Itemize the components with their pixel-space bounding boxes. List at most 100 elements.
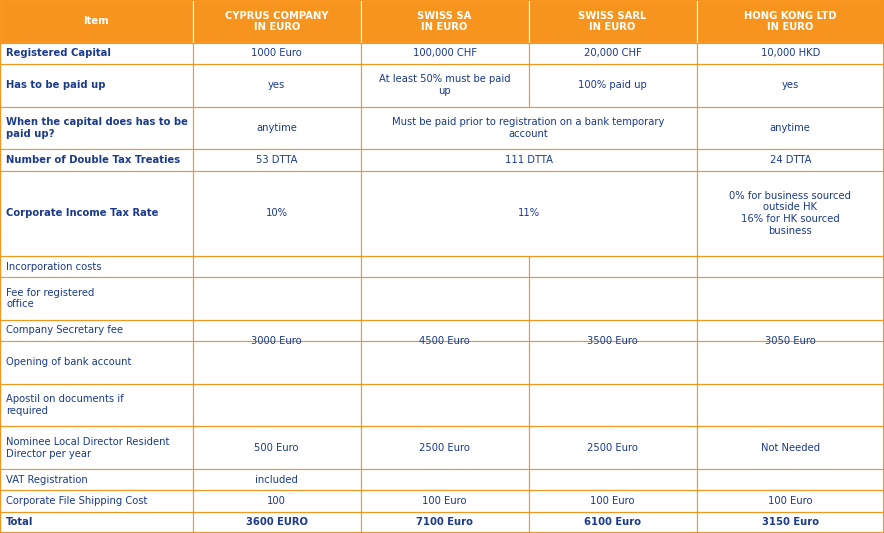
Text: 6100 Euro: 6100 Euro [584, 518, 641, 527]
Bar [0, 149, 193, 171]
Bar [361, 149, 697, 171]
Bar [361, 320, 529, 341]
Text: SWISS SARL
IN EURO: SWISS SARL IN EURO [578, 11, 647, 32]
Bar [361, 469, 529, 490]
Text: 111 DTTA: 111 DTTA [505, 155, 552, 165]
Bar [0, 490, 193, 512]
Bar [193, 0, 361, 43]
Bar [193, 341, 361, 384]
Text: 10%: 10% [266, 208, 287, 218]
Text: yes: yes [781, 80, 799, 90]
Bar [193, 64, 361, 107]
Bar [697, 171, 884, 256]
Bar [193, 43, 361, 64]
Text: At least 50% must be paid
up: At least 50% must be paid up [379, 75, 510, 96]
Text: 3050 Euro: 3050 Euro [765, 336, 816, 346]
Bar [529, 277, 697, 320]
Text: Apostil on documents if
required: Apostil on documents if required [6, 394, 124, 416]
Bar [529, 341, 697, 384]
Text: 100 Euro: 100 Euro [423, 496, 467, 506]
Text: Item: Item [84, 17, 109, 26]
Text: 1000 Euro: 1000 Euro [251, 49, 302, 58]
Text: 100% paid up: 100% paid up [578, 80, 647, 90]
Text: 2500 Euro: 2500 Euro [419, 443, 470, 453]
Bar [529, 256, 697, 277]
Bar [0, 341, 193, 384]
Text: Nominee Local Director Resident
Director per year: Nominee Local Director Resident Director… [6, 437, 170, 458]
Bar [193, 277, 361, 320]
Bar [529, 426, 697, 469]
Text: included: included [255, 475, 298, 484]
Bar [193, 512, 361, 533]
Bar [361, 43, 529, 64]
Bar [697, 469, 884, 490]
Text: Must be paid prior to registration on a bank temporary
account: Must be paid prior to registration on a … [392, 117, 665, 139]
Bar [0, 426, 193, 469]
Bar [361, 341, 529, 384]
Text: 10,000 HKD: 10,000 HKD [760, 49, 820, 58]
Text: 3000 Euro: 3000 Euro [251, 336, 302, 346]
Bar [193, 384, 361, 426]
Bar [0, 469, 193, 490]
Text: anytime: anytime [256, 123, 297, 133]
Text: Registered Capital: Registered Capital [6, 49, 111, 58]
Text: 100,000 CHF: 100,000 CHF [413, 49, 476, 58]
Text: 4500 Euro: 4500 Euro [419, 336, 470, 346]
Bar [0, 512, 193, 533]
Bar [193, 426, 361, 469]
Bar [361, 512, 529, 533]
Text: Number of Double Tax Treaties: Number of Double Tax Treaties [6, 155, 180, 165]
Text: VAT Registration: VAT Registration [6, 475, 88, 484]
Bar [0, 0, 193, 43]
Bar [0, 64, 193, 107]
Text: Corporate Income Tax Rate: Corporate Income Tax Rate [6, 208, 158, 218]
Bar [697, 64, 884, 107]
Text: 0% for business sourced
outside HK
16% for HK sourced
business: 0% for business sourced outside HK 16% f… [729, 191, 851, 236]
Text: HONG KONG LTD
IN EURO: HONG KONG LTD IN EURO [744, 11, 836, 32]
Bar [0, 171, 193, 256]
Bar [361, 107, 697, 149]
Text: Has to be paid up: Has to be paid up [6, 80, 106, 90]
Bar [697, 384, 884, 426]
Bar [697, 256, 884, 277]
Bar [697, 0, 884, 43]
Text: Corporate File Shipping Cost: Corporate File Shipping Cost [6, 496, 148, 506]
Bar [361, 171, 697, 256]
Bar [193, 256, 361, 277]
Text: 3500 Euro: 3500 Euro [587, 336, 638, 346]
Bar [697, 149, 884, 171]
Bar [361, 0, 529, 43]
Text: 3600 EURO: 3600 EURO [246, 518, 308, 527]
Bar [0, 320, 193, 341]
Bar [361, 426, 529, 469]
Text: When the capital does has to be
paid up?: When the capital does has to be paid up? [6, 117, 188, 139]
Bar [697, 277, 884, 320]
Text: 100: 100 [267, 496, 286, 506]
Bar [361, 256, 529, 277]
Bar [193, 490, 361, 512]
Text: SWISS SA
IN EURO: SWISS SA IN EURO [417, 11, 472, 32]
Bar [361, 64, 529, 107]
Bar [697, 490, 884, 512]
Text: 53 DTTA: 53 DTTA [256, 155, 297, 165]
Bar [697, 107, 884, 149]
Text: Fee for registered
office: Fee for registered office [6, 288, 95, 309]
Text: CYPRUS COMPANY
IN EURO: CYPRUS COMPANY IN EURO [225, 11, 329, 32]
Text: 100 Euro: 100 Euro [591, 496, 635, 506]
Text: 100 Euro: 100 Euro [768, 496, 812, 506]
Text: Total: Total [6, 518, 34, 527]
Text: 24 DTTA: 24 DTTA [770, 155, 811, 165]
Bar [529, 384, 697, 426]
Text: 500 Euro: 500 Euro [255, 443, 299, 453]
Text: Incorporation costs: Incorporation costs [6, 262, 102, 271]
Bar [697, 341, 884, 384]
Text: yes: yes [268, 80, 286, 90]
Bar [697, 320, 884, 341]
Bar [529, 490, 697, 512]
Text: 7100 Euro: 7100 Euro [416, 518, 473, 527]
Bar [697, 43, 884, 64]
Bar [361, 277, 529, 320]
Text: 3150 Euro: 3150 Euro [762, 518, 819, 527]
Text: Not Needed: Not Needed [761, 443, 819, 453]
Text: 2500 Euro: 2500 Euro [587, 443, 638, 453]
